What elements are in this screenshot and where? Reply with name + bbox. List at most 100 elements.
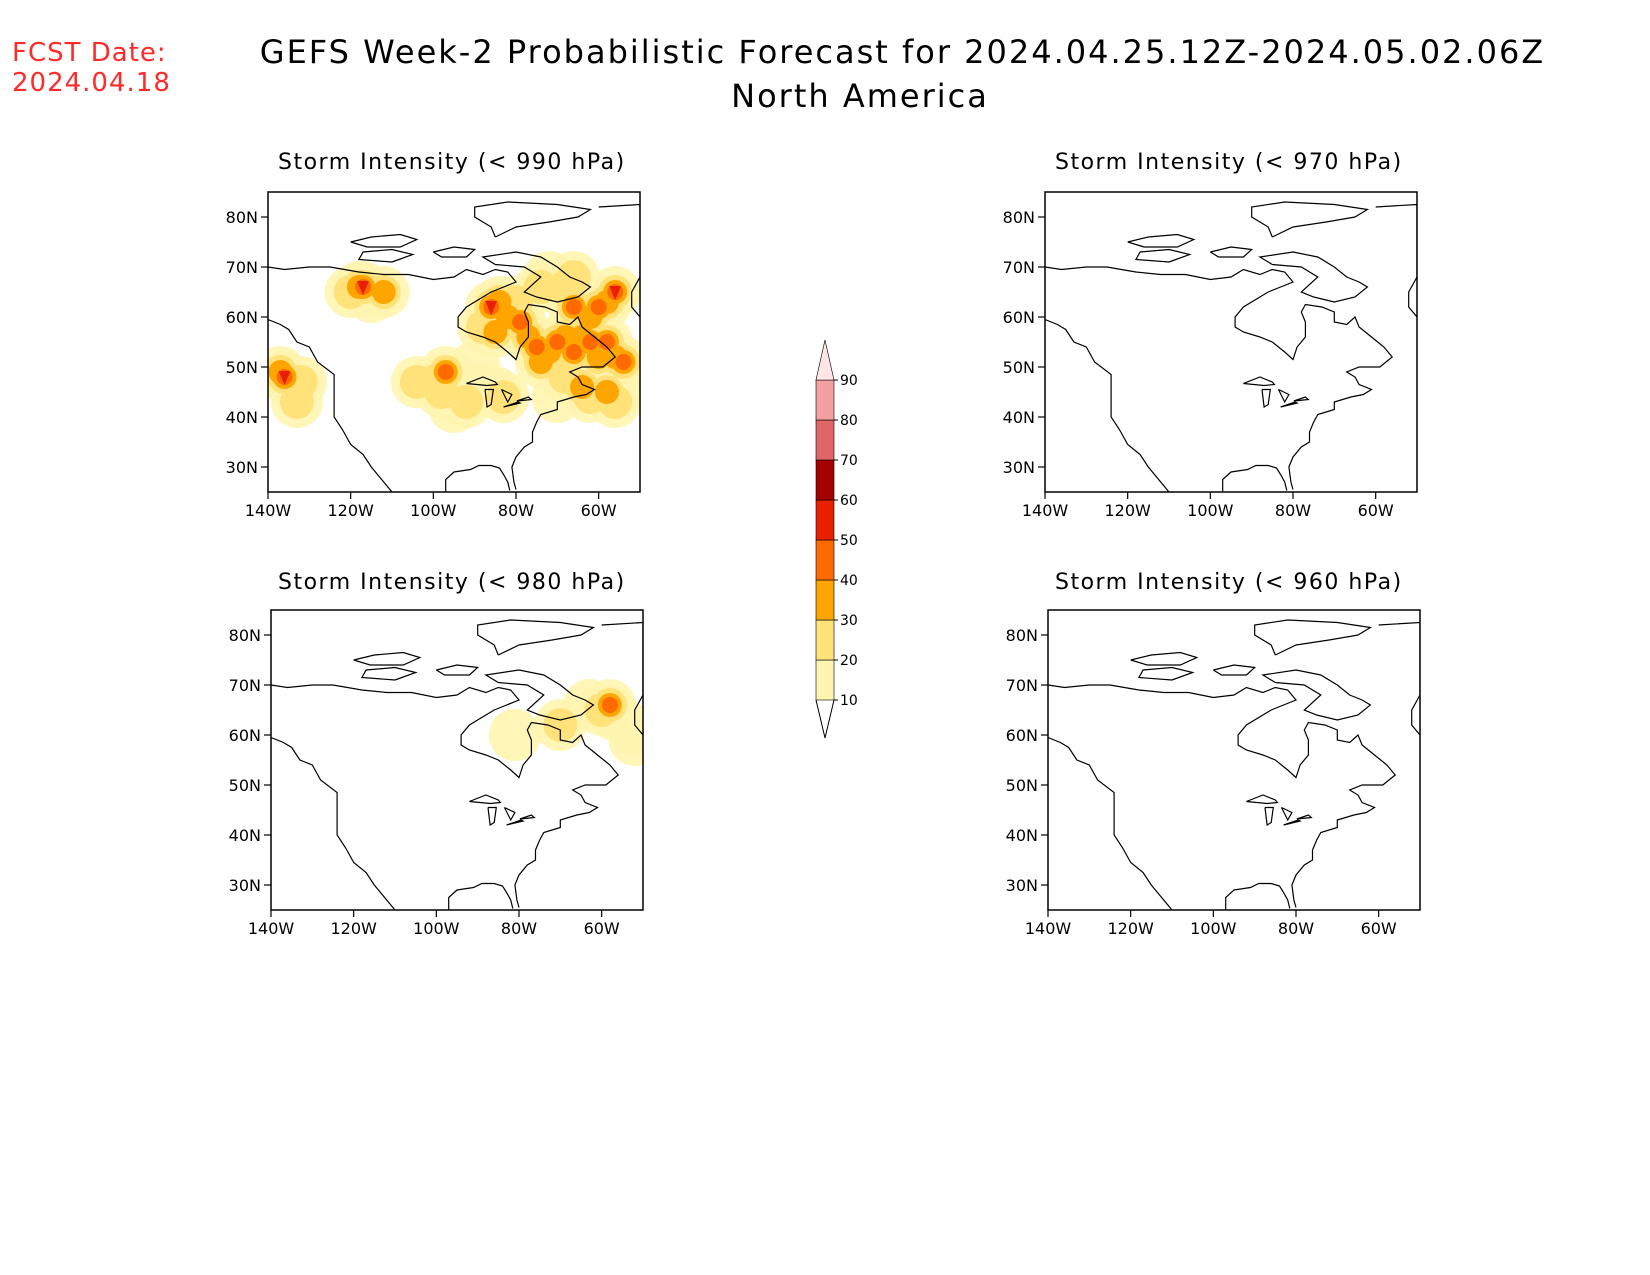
coastline [1137, 666, 1195, 681]
title-line-2: North America [731, 77, 989, 115]
lat-label: 60N [1006, 726, 1038, 745]
coastline [1246, 794, 1279, 805]
coastline [435, 664, 480, 676]
coastline [271, 736, 396, 910]
lon-label: 140W [1022, 501, 1069, 520]
lat-label: 70N [226, 258, 258, 277]
coastline [1293, 396, 1310, 402]
lat-label: 80N [229, 626, 261, 645]
colorbar-label: 10 [840, 693, 858, 709]
colorbar-segment [815, 539, 835, 581]
probability-patch [615, 354, 632, 370]
coastline [1261, 669, 1372, 721]
map-frame [1044, 191, 1418, 493]
probability-patch [556, 260, 591, 294]
colorbar-segment [815, 379, 835, 421]
coastline [1258, 251, 1369, 303]
coastline [448, 882, 514, 910]
coastline [1296, 814, 1313, 820]
coastline [506, 819, 525, 826]
coastline [445, 464, 511, 492]
lat-label: 50N [1003, 358, 1035, 377]
lon-label: 60W [584, 919, 620, 938]
coastline [353, 651, 422, 666]
coastline [271, 684, 620, 908]
colorbar-segment [815, 659, 835, 701]
lat-label: 30N [226, 458, 258, 477]
probability-patch [371, 280, 396, 304]
coastline [268, 318, 393, 492]
lon-label: 100W [1187, 501, 1234, 520]
lon-label: 140W [245, 501, 292, 520]
lon-label: 140W [1025, 919, 1072, 938]
coastline [481, 251, 592, 303]
probability-halo [488, 709, 541, 761]
colorbar-label: 60 [840, 493, 858, 509]
coastline [1222, 464, 1288, 492]
probability-patch [582, 334, 599, 350]
colorbar-label: 20 [840, 653, 858, 669]
probability-patch [565, 344, 582, 360]
map-960: 80N 70N 60N 50N 40N 30N 140W 120W 100W 80W 60W [1006, 609, 1421, 938]
coastline [500, 388, 513, 404]
lon-label: 140W [248, 919, 295, 938]
coastline [1277, 388, 1290, 404]
map-970: 80N 70N 60N 50N 40N 30N 140W 120W 100W 80W 60W [1003, 191, 1418, 520]
lat-label: 40N [1006, 826, 1038, 845]
probability-patch [485, 301, 498, 315]
lat-label: 30N [229, 876, 261, 895]
lat-label: 60N [226, 308, 258, 327]
colorbar-cap-top [815, 339, 835, 381]
probability-patch [565, 299, 582, 315]
coastline [503, 806, 516, 822]
coastline [487, 806, 497, 826]
coastline [474, 201, 593, 238]
map-990: 80N 70N 60N 50N 40N 30N 140W 120W 100W 80W 60W [226, 191, 641, 520]
lon-label: 80W [1275, 501, 1311, 520]
coastline [268, 266, 617, 490]
probability-patch [512, 314, 529, 330]
lon-label: 80W [501, 919, 537, 938]
coastline [1254, 619, 1373, 656]
map-frame [267, 191, 641, 493]
lon-label: 120W [327, 501, 374, 520]
coastline [1209, 246, 1254, 258]
coastline [516, 396, 533, 402]
lat-label: 50N [1006, 776, 1038, 795]
coastline [1127, 233, 1196, 248]
probability-patch [357, 281, 370, 295]
title-line-1: GEFS Week-2 Probabilistic Forecast for 2… [259, 33, 1546, 71]
probability-patch [278, 371, 291, 385]
probability-patch [279, 385, 314, 419]
probability-patch [543, 708, 578, 742]
probability-patch [609, 286, 622, 300]
lon-label: 60W [581, 501, 617, 520]
lon-label: 60W [1361, 919, 1397, 938]
probability-patch [549, 334, 566, 350]
probability-patch [590, 299, 607, 315]
coastline [484, 388, 494, 408]
coastline [1243, 376, 1276, 387]
coastline [1280, 401, 1299, 408]
probability-patch [594, 380, 619, 404]
lon-label: 100W [1190, 919, 1237, 938]
map-980: 80N 70N 60N 50N 40N 30N 140W 120W 100W 80W 60W [229, 609, 644, 938]
lon-label: 60W [1358, 501, 1394, 520]
panel-title-980: Storm Intensity (< 980 hPa) [278, 570, 626, 595]
coastline [1225, 882, 1291, 910]
probability-patch [598, 334, 615, 350]
page-title: GEFS Week-2 Probabilistic Forecast for 2… [0, 30, 1650, 118]
lat-label: 80N [226, 208, 258, 227]
forecast-date-label: FCST Date: 2024.04.18 [12, 38, 171, 98]
coastline [1048, 684, 1397, 908]
lat-label: 40N [229, 826, 261, 845]
lat-label: 30N [1006, 876, 1038, 895]
lat-label: 40N [226, 408, 258, 427]
lon-label: 100W [410, 501, 457, 520]
lat-label: 40N [1003, 408, 1035, 427]
coastline [1283, 819, 1302, 826]
coastline [432, 246, 477, 258]
